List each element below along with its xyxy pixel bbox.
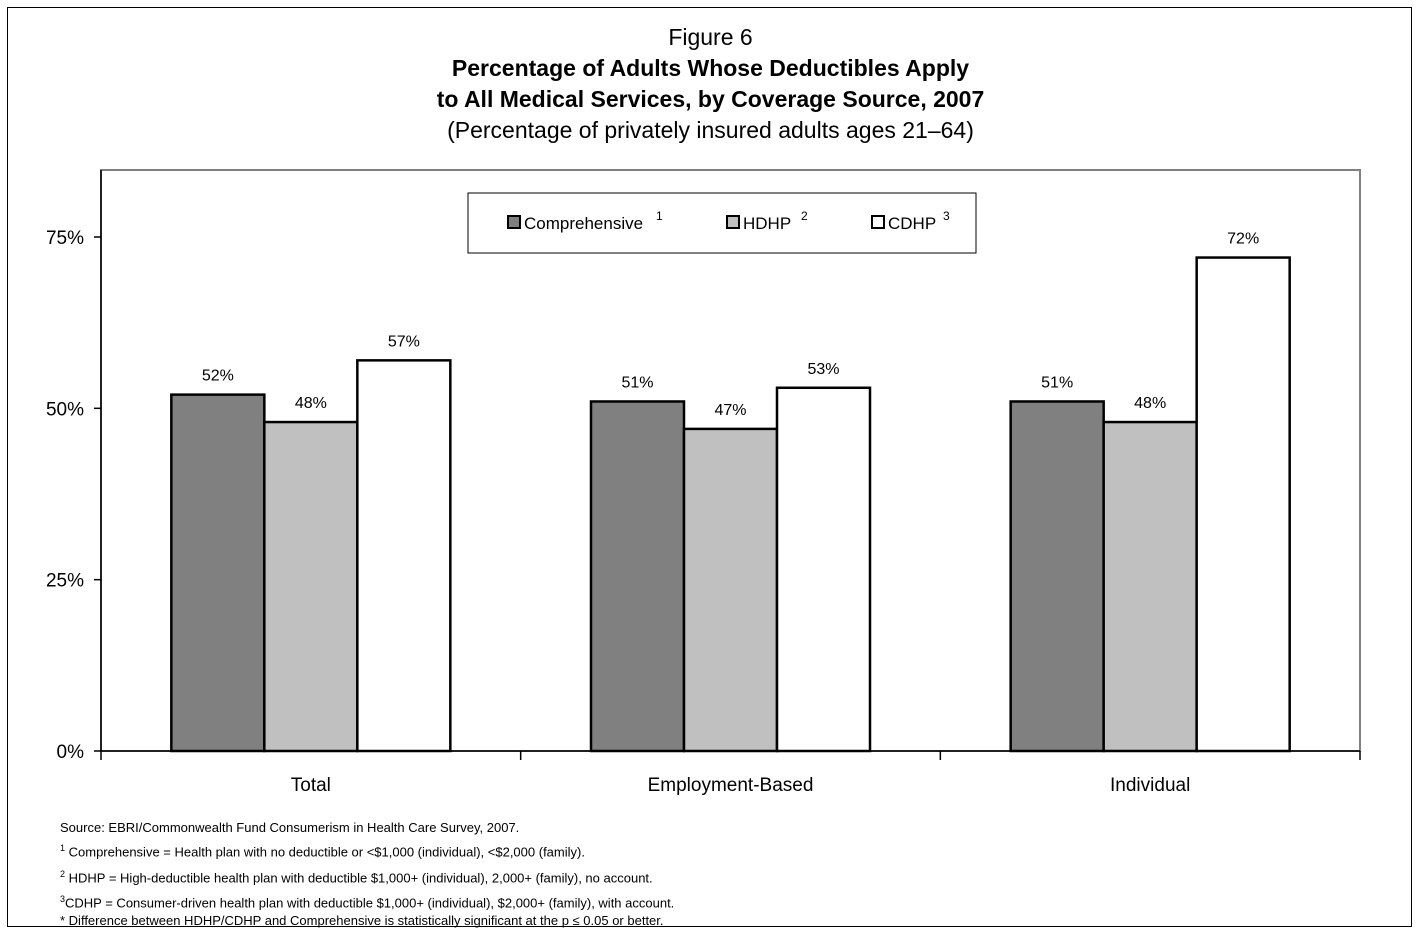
legend-superscript: 3 <box>943 209 950 223</box>
bar <box>356 359 452 753</box>
legend-swatch <box>871 215 885 229</box>
y-tick-label: 50% <box>46 399 84 420</box>
category-label: Employment-Based <box>648 775 814 796</box>
bar <box>170 393 266 753</box>
data-label: 52% <box>202 368 234 385</box>
category-label: Total <box>291 775 331 796</box>
y-tick-label: 0% <box>57 742 85 763</box>
bar <box>1102 420 1198 753</box>
category-label: Individual <box>1110 775 1190 796</box>
footnote-2: 2 HDHP = High-deductible health plan wit… <box>60 869 653 886</box>
bar <box>775 386 872 753</box>
legend-swatch <box>507 215 521 229</box>
data-label: 72% <box>1227 231 1259 248</box>
bar <box>263 420 359 753</box>
chart-title-line-1: Percentage of Adults Whose Deductibles A… <box>451 55 970 81</box>
data-label: 51% <box>1041 374 1073 391</box>
chart-subtitle: (Percentage of privately insured adults … <box>447 117 974 143</box>
data-label: 57% <box>388 333 420 350</box>
footnote-source: Source: EBRI/Commonwealth Fund Consumeri… <box>60 820 520 835</box>
bar <box>1195 256 1291 753</box>
data-label: 53% <box>807 361 839 378</box>
legend-box <box>467 192 977 254</box>
footnote-significance: * Difference between HDHP/CDHP and Compr… <box>60 913 664 928</box>
legend-label: Comprehensive <box>524 214 643 233</box>
bar <box>1009 400 1105 753</box>
footnote-1: 1 Comprehensive = Health plan with no de… <box>60 843 585 860</box>
data-label: 47% <box>714 402 746 419</box>
footnote-3: 3CDHP = Consumer-driven health plan with… <box>60 894 675 911</box>
figure-frame <box>7 7 1412 927</box>
y-tick-label: 25% <box>46 571 84 592</box>
chart-title-line-2: to All Medical Services, by Coverage Sou… <box>436 86 985 112</box>
data-label: 48% <box>295 395 327 412</box>
bar <box>682 427 779 753</box>
data-label: 51% <box>621 374 653 391</box>
y-tick-label: 75% <box>46 228 84 249</box>
data-label: 48% <box>1134 395 1166 412</box>
legend-label: CDHP <box>888 214 936 233</box>
bar <box>589 400 686 753</box>
legend-superscript: 2 <box>801 209 808 223</box>
legend-label: HDHP <box>743 214 791 233</box>
legend-superscript: 1 <box>656 209 663 223</box>
legend-swatch <box>726 215 740 229</box>
figure-label: Figure 6 <box>668 24 753 50</box>
